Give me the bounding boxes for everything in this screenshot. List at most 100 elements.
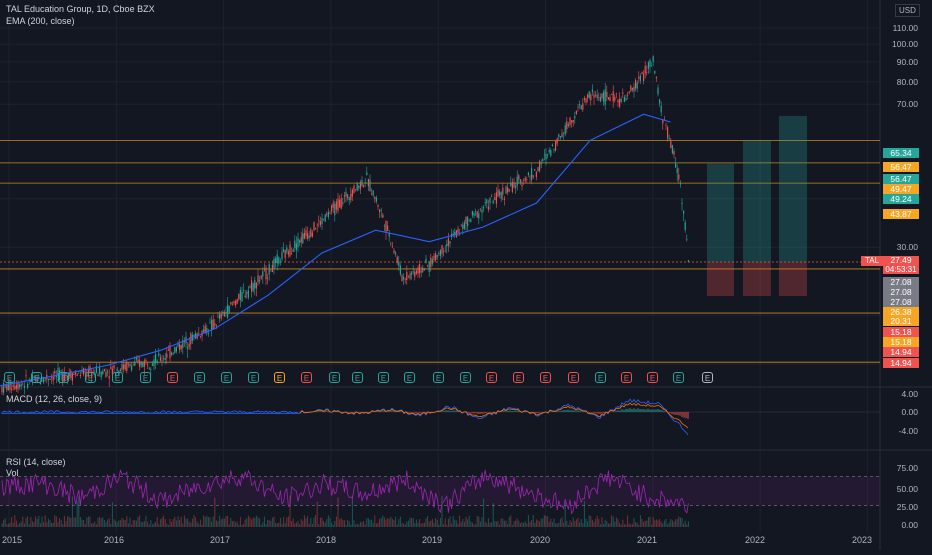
candle-body xyxy=(14,386,15,389)
candle-body xyxy=(256,283,257,289)
volume-bar xyxy=(366,518,367,527)
earnings-badge[interactable]: E xyxy=(673,372,684,383)
earnings-badge[interactable]: E xyxy=(352,372,363,383)
macd-histogram-bar xyxy=(421,412,422,413)
volume-bar xyxy=(187,519,188,527)
chart-title[interactable]: TAL Education Group, 1D, Cboe BZX xyxy=(6,4,155,14)
volume-bar xyxy=(74,518,75,527)
macd-histogram-bar xyxy=(681,412,682,417)
candle-body xyxy=(465,217,466,224)
earnings-badge[interactable]: E xyxy=(58,372,69,383)
volume-bar xyxy=(350,525,351,527)
volume-bar xyxy=(218,521,219,527)
volume-bar xyxy=(619,523,620,527)
earnings-badge[interactable]: E xyxy=(486,372,497,383)
volume-bar xyxy=(683,524,684,527)
earnings-badge[interactable]: E xyxy=(378,372,389,383)
candle-body xyxy=(638,77,639,79)
ema-legend[interactable]: EMA (200, close) xyxy=(6,16,75,26)
volume-bar xyxy=(144,521,145,527)
candle-body xyxy=(19,384,20,387)
candle-body xyxy=(224,312,225,316)
volume-bar xyxy=(210,517,211,527)
volume-bar xyxy=(275,523,276,527)
candle-body xyxy=(641,72,642,74)
macd-legend[interactable]: MACD (12, 26, close, 9) xyxy=(6,394,102,404)
candle-body xyxy=(589,91,590,98)
earnings-badge[interactable]: E xyxy=(221,372,232,383)
volume-bar xyxy=(371,520,372,527)
candle-body xyxy=(291,253,292,254)
candle-body xyxy=(392,246,393,247)
earnings-badge[interactable]: E xyxy=(595,372,606,383)
earnings-badge[interactable]: E xyxy=(31,372,42,383)
volume-bar xyxy=(16,521,17,527)
volume-bar xyxy=(219,515,220,527)
volume-bar xyxy=(288,516,289,527)
volume-bar xyxy=(138,517,139,527)
volume-bar xyxy=(618,519,619,527)
volume-bar xyxy=(51,523,52,527)
earnings-badge[interactable]: E xyxy=(85,372,96,383)
volume-bar xyxy=(422,523,423,527)
volume-bar xyxy=(571,522,572,527)
earnings-badge[interactable]: E xyxy=(568,372,579,383)
candle-body xyxy=(529,177,530,178)
volume-bar xyxy=(608,524,609,527)
candle-body xyxy=(461,225,462,226)
volume-bar xyxy=(96,524,97,527)
volume-bar xyxy=(592,520,593,527)
earnings-badge[interactable]: E xyxy=(540,372,551,383)
candle-body xyxy=(518,175,519,179)
volume-bar xyxy=(45,515,46,527)
earnings-badge[interactable]: E xyxy=(167,372,178,383)
earnings-badge[interactable]: E xyxy=(112,372,123,383)
earnings-badge[interactable]: E xyxy=(140,372,151,383)
earnings-badge[interactable]: E xyxy=(248,372,259,383)
currency-label[interactable]: USD xyxy=(895,4,920,17)
vol-legend[interactable]: Vol xyxy=(6,468,19,478)
volume-bar xyxy=(656,519,657,527)
volume-bar xyxy=(155,522,156,527)
volume-bar xyxy=(262,522,263,527)
earnings-badge[interactable]: E xyxy=(460,372,471,383)
candle-body xyxy=(179,344,180,350)
candle-body xyxy=(413,271,414,272)
volume-bar xyxy=(531,520,532,527)
earnings-badge[interactable]: E xyxy=(404,372,415,383)
volume-bar xyxy=(78,496,79,527)
candle-body xyxy=(126,362,127,371)
price-tag: 15.18 xyxy=(883,337,919,347)
earnings-badge[interactable]: E xyxy=(301,372,312,383)
earnings-badge[interactable]: E xyxy=(329,372,340,383)
earnings-badge[interactable]: E xyxy=(647,372,658,383)
year-2019: 2019 xyxy=(422,535,442,545)
earnings-badge[interactable]: E xyxy=(194,372,205,383)
price-tag: 27.08 xyxy=(883,297,919,307)
volume-bar xyxy=(104,520,105,527)
earnings-badge[interactable]: E xyxy=(621,372,632,383)
candle-body xyxy=(355,189,356,190)
candle-body xyxy=(441,245,442,254)
candle-body xyxy=(496,192,497,203)
volume-bar xyxy=(464,522,465,527)
volume-bar xyxy=(347,520,348,527)
rsi-legend[interactable]: RSI (14, close) xyxy=(6,457,66,467)
year-2020: 2020 xyxy=(530,535,550,545)
earnings-badge[interactable]: E xyxy=(702,372,713,383)
volume-bar xyxy=(200,520,201,527)
candle-body xyxy=(241,292,242,302)
candle-body xyxy=(517,177,518,186)
earnings-badge[interactable]: E xyxy=(433,372,444,383)
earnings-badge[interactable]: E xyxy=(274,372,285,383)
macd-histogram-bar xyxy=(491,412,492,413)
volume-bar xyxy=(600,524,601,527)
volume-bar xyxy=(130,518,131,527)
candle-body xyxy=(235,301,236,305)
earnings-badge[interactable]: E xyxy=(4,372,15,383)
macd-histogram-bar xyxy=(635,409,636,412)
earnings-badge[interactable]: E xyxy=(513,372,524,383)
macd-axis-0: 0.00 xyxy=(901,407,918,417)
